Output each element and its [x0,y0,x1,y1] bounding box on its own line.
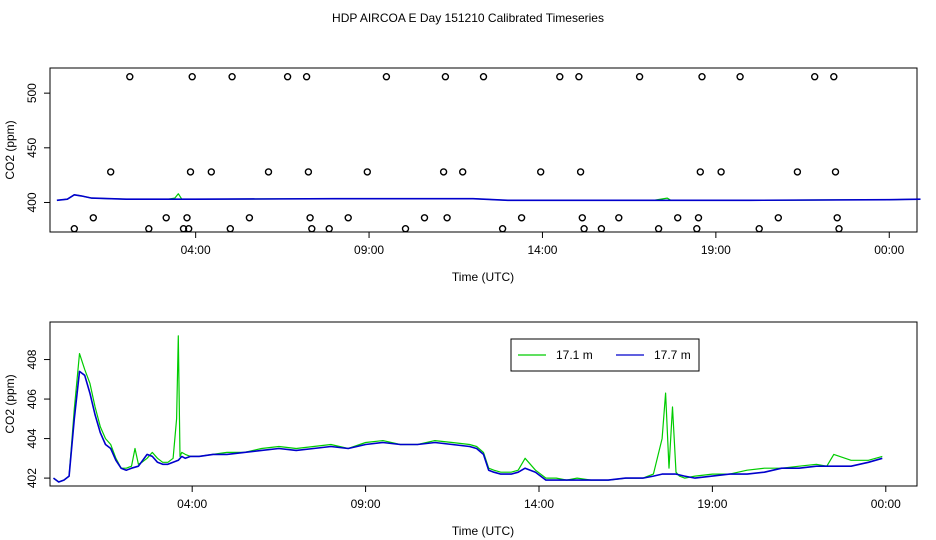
bottom-panel: 04:00 09:00 14:00 19:00 00:00 402 404 406 408 T… [3,321,918,538]
x-tick-label: 00:00 [874,243,904,257]
scatter-point [556,72,564,81]
scatter-point [694,214,703,222]
scatter-point [835,224,843,233]
scatter-point [401,224,410,233]
scatter-point [717,168,725,176]
scatter-point [179,224,188,233]
scatter-point [382,72,391,81]
legend-label-17-7m: 17.7 m [654,348,691,362]
scatter-point [226,224,235,233]
scatter-point [283,72,292,81]
scatter-point [439,168,448,176]
top-scatter-points [70,72,843,233]
y-tick-label: 408 [25,349,39,369]
scatter-point [441,72,450,81]
scatter-point [145,224,153,233]
scatter-point [245,214,254,222]
y-tick-label: 500 [25,83,39,103]
y-tick-label: 406 [25,389,39,409]
scatter-point [831,168,840,176]
scatter-point [793,168,802,176]
scatter-point [207,168,216,176]
top-series-lines [56,193,921,202]
x-tick-label: 04:00 [181,243,211,257]
bottom-x-axis-label: Time (UTC) [452,524,514,538]
x-tick-label: 14:00 [527,243,557,257]
x-tick-label: 00:00 [871,497,901,511]
scatter-point [306,214,314,222]
scatter-point [186,168,195,176]
scatter-point [183,214,191,222]
scatter-point [580,224,588,233]
scatter-point [597,224,606,233]
scatter-point [615,214,623,222]
top-y-axis-label: CO2 (ppm) [3,120,17,179]
top-x-axis: 04:00 09:00 14:00 19:00 00:00 [181,232,905,257]
top-y-axis: 400 450 500 [25,83,50,212]
scatter-point [578,214,586,222]
scatter-point [188,72,196,81]
scatter-point [363,168,371,176]
y-tick-label: 404 [25,428,39,448]
legend-label-17-1m: 17.1 m [556,348,593,362]
series-line-17-7-m [53,370,883,483]
scatter-point [698,72,706,81]
top-x-axis-label: Time (UTC) [452,270,514,284]
scatter-point [537,168,545,176]
scatter-point [106,168,115,176]
scatter-point [264,168,273,176]
scatter-point [308,224,316,233]
scatter-point [576,168,585,176]
scatter-point [833,214,841,222]
scatter-point [693,224,701,233]
scatter-point [755,224,763,233]
scatter-point [635,72,644,81]
scatter-point [325,224,333,233]
top-plot-frame [49,67,918,233]
scatter-point [443,214,451,222]
scatter-point [228,72,236,81]
y-tick-label: 450 [25,137,39,157]
scatter-point [774,214,782,222]
legend: 17.1 m 17.7 m [510,338,700,372]
scatter-point [459,168,467,176]
bottom-series-lines [53,335,883,483]
scatter-point [696,168,704,176]
bottom-y-axis: 402 404 406 408 [25,349,50,488]
scatter-point [830,72,838,81]
x-tick-label: 19:00 [697,497,727,511]
scatter-point [575,72,583,81]
scatter-point [517,214,526,222]
top-panel: 04:00 09:00 14:00 19:00 00:00 400 450 500 Time… [3,67,921,284]
series-line-17-7-m [56,194,921,202]
scatter-point [674,214,682,222]
scatter-point [304,168,313,176]
scatter-point [70,224,79,233]
x-tick-label: 19:00 [701,243,731,257]
x-tick-label: 14:00 [524,497,554,511]
x-tick-label: 09:00 [351,497,381,511]
scatter-point [344,214,352,222]
scatter-point [89,214,98,222]
bottom-plot-frame [49,321,918,487]
y-tick-label: 400 [25,192,39,212]
scatter-point [479,72,488,81]
scatter-point [498,224,507,233]
x-tick-label: 04:00 [177,497,207,511]
scatter-point [654,224,663,233]
scatter-point [736,72,744,81]
bottom-y-axis-label: CO2 (ppm) [3,374,17,433]
x-tick-label: 09:00 [354,243,384,257]
bottom-x-axis: 04:00 09:00 14:00 19:00 00:00 [177,486,901,511]
y-tick-label: 402 [25,468,39,488]
scatter-point [302,72,311,81]
scatter-point [162,214,170,222]
scatter-point [811,72,819,81]
scatter-point [184,224,193,233]
figure-title: HDP AIRCOA E Day 151210 Calibrated Times… [332,11,604,25]
scatter-point [420,214,429,222]
scatter-point [126,72,134,81]
